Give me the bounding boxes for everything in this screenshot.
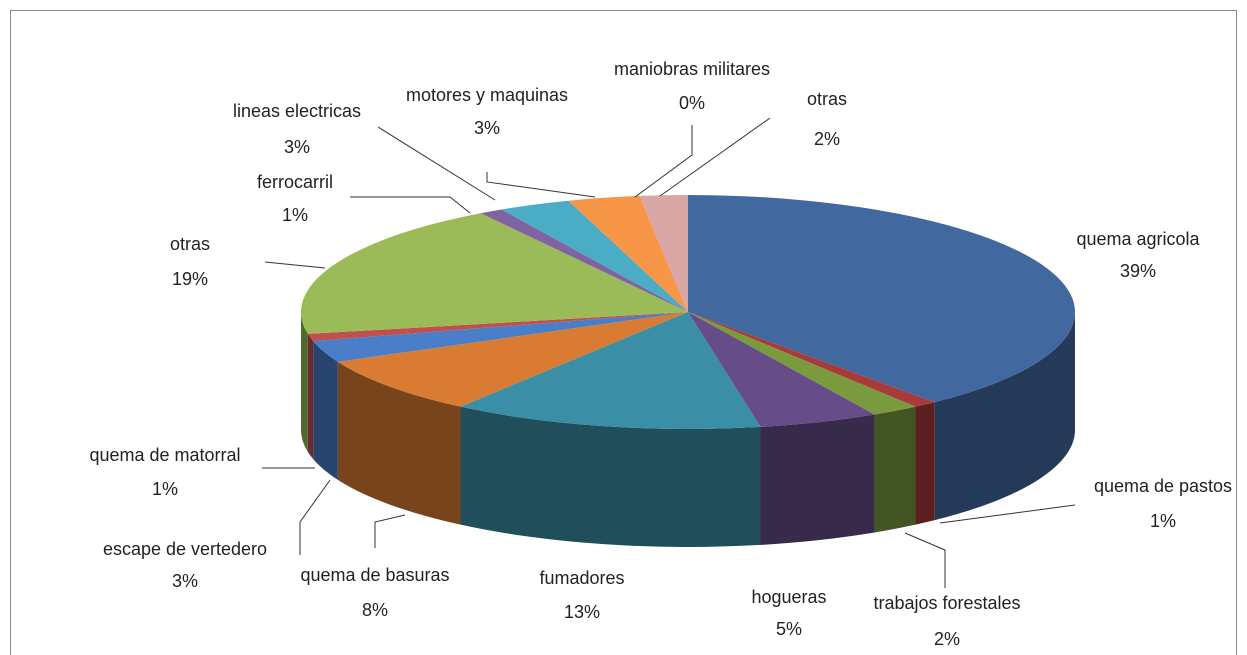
- pie-side: [915, 402, 935, 525]
- pie-side: [301, 312, 308, 452]
- leader-line: [659, 117, 771, 197]
- slice-value-label: 1%: [282, 205, 308, 225]
- leader-line: [350, 196, 471, 214]
- slice-label: trabajos forestales: [873, 593, 1020, 613]
- slice-label: fumadores: [539, 568, 624, 588]
- pie-side: [460, 406, 761, 547]
- slice-value-label: 39%: [1120, 261, 1156, 281]
- pie-slice: [480, 209, 688, 312]
- slice-value-label: 19%: [172, 269, 208, 289]
- slice-label: otras: [170, 234, 210, 254]
- slice-value-label: 5%: [776, 619, 802, 639]
- pie-side: [313, 341, 338, 480]
- slice-value-label: 3%: [474, 118, 500, 138]
- leader-line: [374, 514, 406, 548]
- slice-value-label: 8%: [362, 600, 388, 620]
- leader-line: [904, 532, 946, 588]
- pie-slice: [639, 195, 688, 312]
- slice-label: quema de matorral: [89, 445, 240, 465]
- slice-label: escape de vertedero: [103, 539, 267, 559]
- pie-tops: [300, 195, 1076, 429]
- leader-line: [634, 125, 693, 198]
- slice-value-label: 3%: [172, 571, 198, 591]
- leader-line: [299, 479, 331, 555]
- pie-side: [760, 414, 875, 545]
- slice-value-label: 1%: [1150, 511, 1176, 531]
- pie-slice: [313, 312, 688, 362]
- leader-line: [939, 504, 1076, 524]
- pie-side: [874, 406, 916, 533]
- pie-slice: [300, 213, 688, 334]
- leader-line: [377, 126, 496, 201]
- slice-value-label: 0%: [679, 93, 705, 113]
- slice-value-label: 2%: [934, 629, 960, 649]
- leader-line: [264, 261, 326, 269]
- slice-value-label: 13%: [564, 602, 600, 622]
- pie-slice: [501, 200, 688, 312]
- pie-side: [337, 361, 461, 525]
- slice-label: quema agricola: [1076, 229, 1200, 249]
- pie-slice: [688, 312, 935, 407]
- pie-slice: [688, 195, 1076, 403]
- pie-slice: [568, 195, 688, 312]
- pie-slice: [307, 312, 688, 342]
- slice-label: otras: [807, 89, 847, 109]
- pie-slice: [688, 312, 875, 427]
- slice-value-label: 3%: [284, 137, 310, 157]
- slice-label: lineas electricas: [233, 101, 361, 121]
- slice-label: quema de pastos: [1094, 476, 1232, 496]
- pie-slice: [688, 312, 916, 415]
- labels: quema agricola 39% quema de pastos 1% trabaj…: [89, 59, 1232, 649]
- pie-sides: [301, 312, 1075, 547]
- slice-label: maniobras militares: [614, 59, 770, 79]
- pie-slice: [337, 312, 688, 407]
- slice-label: motores y maquinas: [406, 85, 568, 105]
- pie-side: [307, 333, 314, 460]
- slice-label: hogueras: [751, 587, 826, 607]
- pie-slice: [460, 312, 761, 429]
- slice-label: quema de basuras: [300, 565, 449, 585]
- leader-line: [486, 172, 596, 198]
- slice-value-label: 2%: [814, 129, 840, 149]
- slice-label: ferrocarril: [257, 172, 333, 192]
- slice-value-label: 1%: [152, 479, 178, 499]
- pie-side: [934, 312, 1075, 521]
